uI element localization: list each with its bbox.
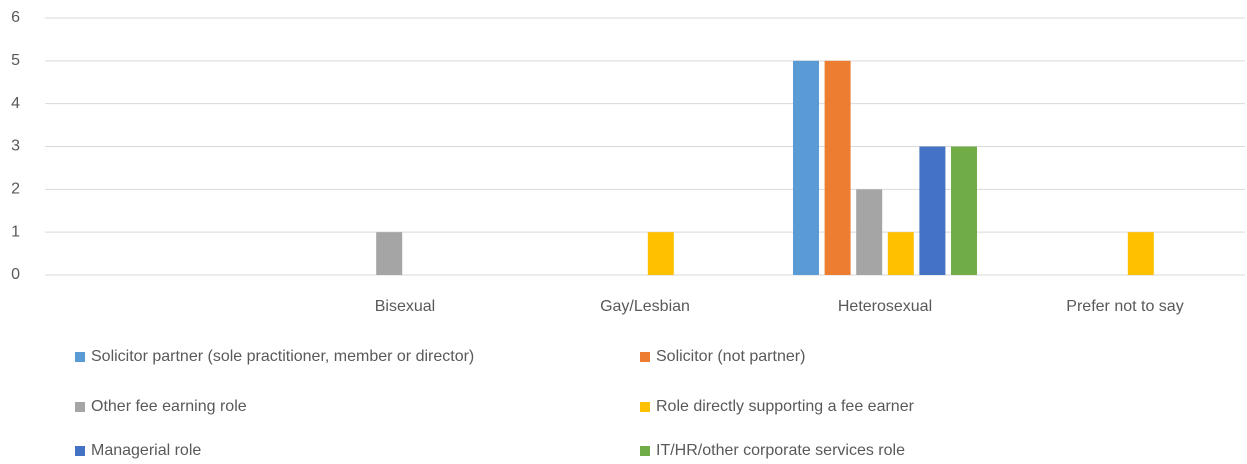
legend-swatch xyxy=(640,446,650,456)
legend-swatch xyxy=(640,352,650,362)
y-tick-label: 4 xyxy=(11,95,20,112)
bar xyxy=(856,189,883,275)
y-tick-label: 1 xyxy=(11,223,20,240)
bar xyxy=(1127,232,1154,275)
legend-label: Role directly supporting a fee earner xyxy=(656,398,915,415)
y-tick-label: 0 xyxy=(11,266,20,283)
legend-label: Solicitor (not partner) xyxy=(656,348,805,365)
bar xyxy=(951,146,977,275)
legend-swatch xyxy=(75,402,85,412)
x-tick-label: Gay/Lesbian xyxy=(600,298,690,315)
bar xyxy=(793,60,819,276)
bar xyxy=(919,146,946,275)
legend-label: Solicitor partner (sole practitioner, me… xyxy=(91,348,474,365)
legend-label: Managerial role xyxy=(91,442,201,459)
y-tick-label: 3 xyxy=(11,138,20,155)
y-tick-label: 6 xyxy=(11,9,20,26)
legend-swatch xyxy=(75,352,85,362)
x-tick-label: Prefer not to say xyxy=(1066,298,1183,315)
legend-swatch xyxy=(75,446,85,456)
x-tick-label: Bisexual xyxy=(375,298,435,315)
bar xyxy=(887,232,914,275)
bar xyxy=(376,232,403,275)
y-tick-label: 2 xyxy=(11,181,20,198)
bar xyxy=(824,60,851,276)
x-tick-label: Heterosexual xyxy=(838,298,932,315)
legend-label: Other fee earning role xyxy=(91,398,247,415)
legend-label: IT/HR/other corporate services role xyxy=(656,442,905,459)
y-tick-label: 5 xyxy=(11,52,20,69)
legend-swatch xyxy=(640,402,650,412)
bar xyxy=(647,232,674,275)
